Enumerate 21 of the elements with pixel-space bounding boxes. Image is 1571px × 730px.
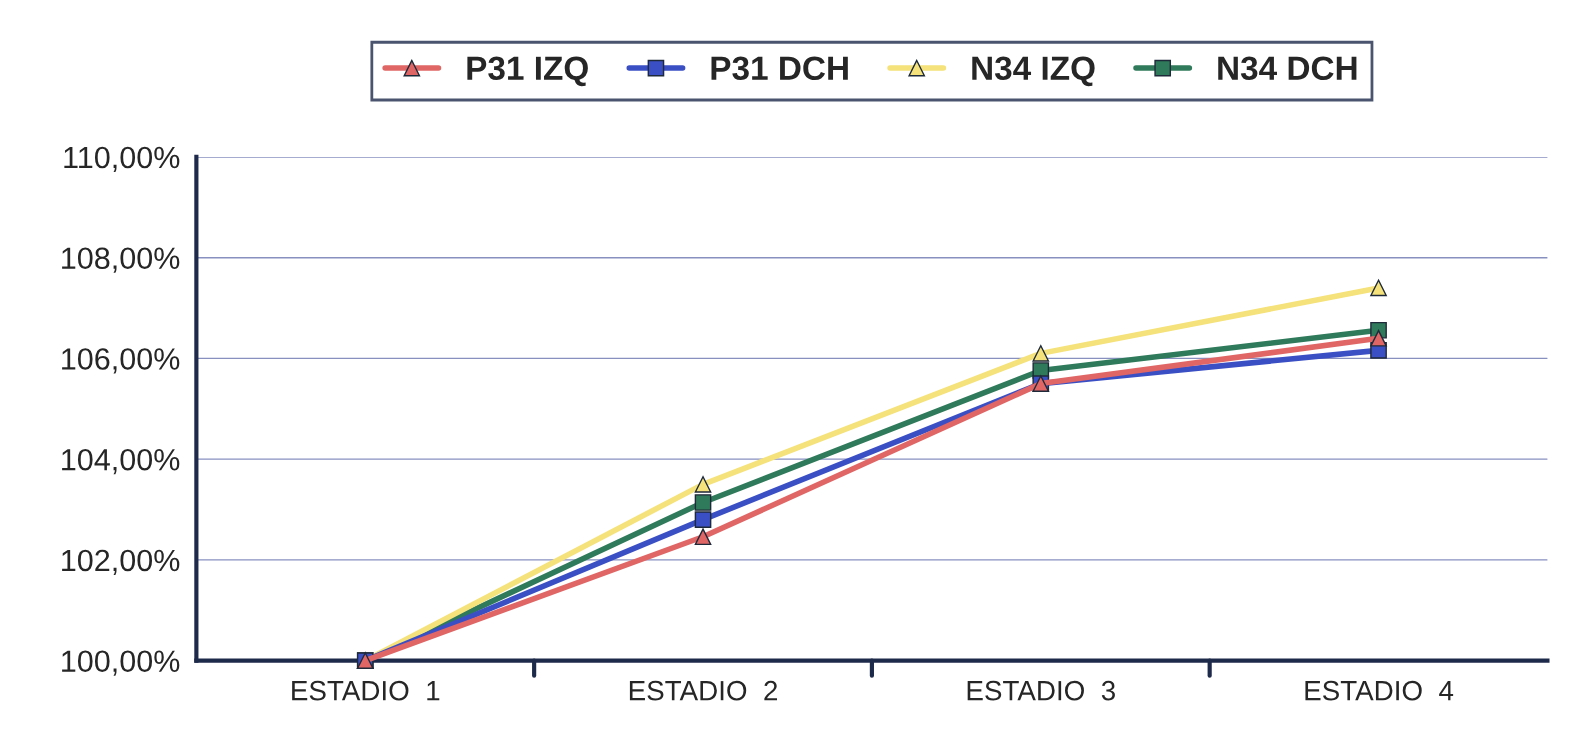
legend-label: P31 DCH (711, 56, 848, 81)
x-tick-label: ESTADIO 2 (629, 680, 778, 701)
x-tick-label: ESTADIO 1 (292, 680, 440, 701)
point (1370, 329, 1387, 347)
y-tick-label: 102,00% (62, 549, 180, 575)
point (694, 494, 712, 511)
point (1032, 345, 1050, 362)
x-tick-label: ESTADIO 3 (967, 680, 1115, 701)
point (1370, 279, 1387, 297)
legend-label: N34 DCH (1218, 56, 1357, 81)
legend-label: P31 IZQ (467, 56, 588, 87)
y-tick-label: 104,00% (62, 448, 180, 475)
y-tick-label: 108,00% (62, 247, 180, 273)
point (694, 476, 712, 493)
point (694, 528, 712, 546)
legend-label: N34 IZQ (972, 56, 1095, 87)
y-tick-label: 110,00% (64, 146, 180, 172)
point (694, 511, 712, 528)
y-tick-label: 100,00% (62, 650, 180, 676)
x-tick-label: ESTADIO 4 (1305, 680, 1454, 701)
y-tick-label: 106,00% (62, 348, 180, 374)
